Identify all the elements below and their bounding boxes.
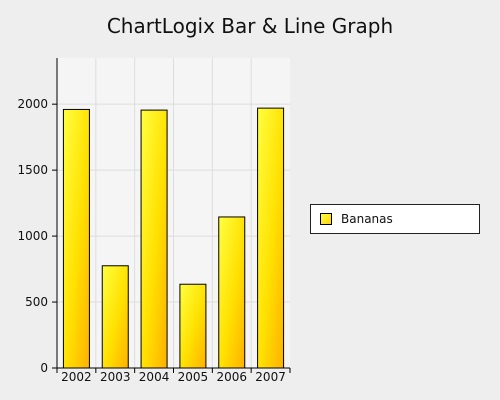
bar-2005 — [179, 283, 207, 369]
chart-title: ChartLogix Bar & Line Graph — [106, 14, 394, 38]
y-tick-label: 500 — [25, 295, 48, 309]
legend-swatch-bananas — [320, 213, 332, 225]
axes — [52, 58, 291, 373]
x-tick-label-2003: 2003 — [100, 370, 131, 384]
x-tick-labels: 2002 2003 2004 2005 2006 2007 — [61, 370, 286, 384]
gridlines — [57, 58, 290, 368]
y-tick-label: 0 — [40, 361, 48, 375]
legend: Bananas — [310, 204, 480, 234]
bar-2006 — [218, 216, 246, 369]
y-tick-label: 1000 — [17, 229, 48, 243]
y-tick-labels: 0 500 1000 1500 2000 — [17, 97, 48, 375]
bar-2002 — [62, 108, 90, 369]
bar-2007 — [257, 107, 285, 369]
bar-2003 — [101, 265, 129, 369]
x-tick-label-2004: 2004 — [139, 370, 170, 384]
y-tick-label: 2000 — [17, 97, 48, 111]
x-tick-label-2002: 2002 — [61, 370, 92, 384]
x-tick-label-2005: 2005 — [178, 370, 209, 384]
legend-label-bananas: Bananas — [341, 212, 393, 226]
x-tick-label-2006: 2006 — [216, 370, 247, 384]
x-tick-label-2007: 2007 — [255, 370, 286, 384]
bars — [62, 107, 285, 369]
bar-2004 — [140, 109, 168, 369]
y-tick-label: 1500 — [17, 163, 48, 177]
